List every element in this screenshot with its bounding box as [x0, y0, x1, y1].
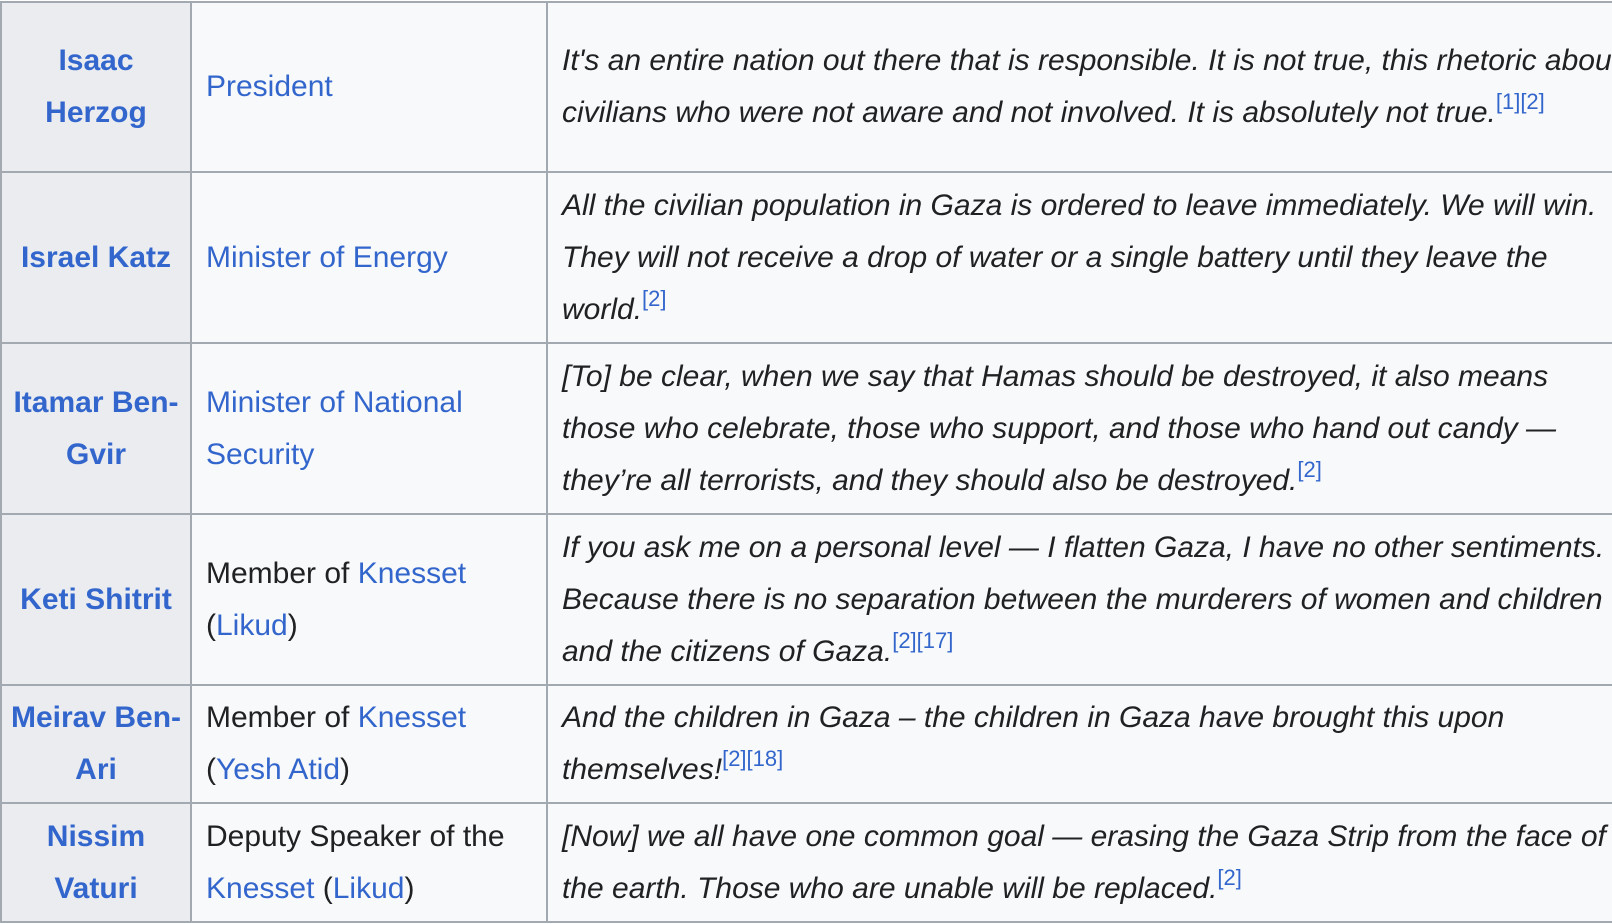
role-link[interactable]: Yesh Atid	[216, 753, 340, 786]
role-cell: President	[190, 1, 548, 173]
quote-text: [Now] we all have one common goal — eras…	[562, 819, 1606, 905]
person-name-link[interactable]: Isaac Herzog	[45, 44, 147, 129]
role-text: Member of	[206, 556, 358, 590]
role-text: Member of	[206, 701, 358, 734]
role-cell: Deputy Speaker of the Knesset (Likud)	[190, 802, 548, 923]
table-row: Israel Katz Minister of Energy All the civ…	[0, 171, 1612, 344]
reference-link[interactable]: [2]	[1520, 89, 1545, 114]
table-row: Keti Shitrit Member of Knesset (Likud) If …	[0, 513, 1612, 686]
role-cell: Member of Knesset (Likud)	[190, 513, 548, 686]
role-text: (	[206, 608, 216, 642]
person-name-cell: Keti Shitrit	[0, 513, 192, 686]
reference-link[interactable]: [1]	[1495, 89, 1521, 114]
role-link[interactable]: Likud	[332, 871, 405, 905]
role-text: (	[314, 871, 333, 905]
quote-text: And the children in Gaza – the children …	[562, 701, 1505, 786]
quote-text: If you ask me on a personal level — I fl…	[562, 530, 1605, 668]
reference-link[interactable]: [2]	[1217, 864, 1242, 890]
person-name-link[interactable]: Itamar Ben-Gvir	[13, 385, 179, 471]
person-name-link[interactable]: Nissim Vaturi	[46, 819, 146, 905]
role-link[interactable]: Minister of National Security	[206, 385, 463, 471]
reference-link[interactable]: [17]	[916, 627, 954, 653]
role-text: )	[287, 608, 298, 642]
role-text: )	[340, 753, 350, 786]
role-link[interactable]: President	[206, 70, 333, 103]
quote-cell: It's an entire nation out there that is …	[546, 1, 1612, 173]
role-link[interactable]: Minister of Energy	[206, 240, 448, 274]
role-link[interactable]: Knesset	[357, 701, 467, 734]
table-row: Isaac Herzog President It's an entire nati…	[0, 1, 1612, 173]
role-link[interactable]: Likud	[216, 608, 288, 642]
role-text: )	[404, 871, 415, 905]
person-name-cell: Israel Katz	[0, 171, 192, 344]
reference-link[interactable]: [2]	[892, 627, 917, 653]
quote-cell: If you ask me on a personal level — I fl…	[546, 513, 1612, 686]
reference-link[interactable]: [2]	[722, 746, 747, 771]
person-name-cell: Meirav Ben-Ari	[0, 684, 192, 804]
quote-cell: [Now] we all have one common goal — eras…	[546, 802, 1612, 923]
reference-link[interactable]: [18]	[746, 746, 784, 771]
role-cell: Minister of National Security	[190, 342, 548, 515]
quote-text: All the civilian population in Gaza is o…	[562, 188, 1597, 326]
quote-cell: All the civilian population in Gaza is o…	[546, 171, 1612, 344]
role-cell: Member of Knesset (Yesh Atid)	[190, 684, 548, 804]
quote-cell: And the children in Gaza – the children …	[546, 684, 1612, 804]
role-text: Deputy Speaker of the	[206, 819, 505, 853]
person-name-cell: Nissim Vaturi	[0, 802, 192, 923]
table-row: Nissim Vaturi Deputy Speaker of the Kness…	[0, 802, 1612, 923]
person-name-cell: Isaac Herzog	[0, 1, 192, 173]
reference-link[interactable]: [2]	[642, 285, 667, 311]
person-name-link[interactable]: Keti Shitrit	[20, 582, 172, 616]
quote-text: [To] be clear, when we say that Hamas sh…	[562, 359, 1556, 497]
quote-cell: [To] be clear, when we say that Hamas sh…	[546, 342, 1612, 515]
person-name-link[interactable]: Meirav Ben-Ari	[10, 701, 182, 786]
role-link[interactable]: Knesset	[206, 871, 315, 905]
person-name-cell: Itamar Ben-Gvir	[0, 342, 192, 515]
person-name-link[interactable]: Israel Katz	[20, 240, 172, 274]
table-row: Itamar Ben-Gvir Minister of National Secu…	[0, 342, 1612, 515]
table-row: Meirav Ben-Ari Member of Knesset (Yesh At…	[0, 684, 1612, 804]
quote-text: It's an entire nation out there that is …	[562, 44, 1612, 129]
role-link[interactable]: Knesset	[357, 556, 467, 590]
reference-link[interactable]: [2]	[1297, 456, 1322, 482]
role-text: (	[206, 753, 216, 786]
role-cell: Minister of Energy	[190, 171, 548, 344]
